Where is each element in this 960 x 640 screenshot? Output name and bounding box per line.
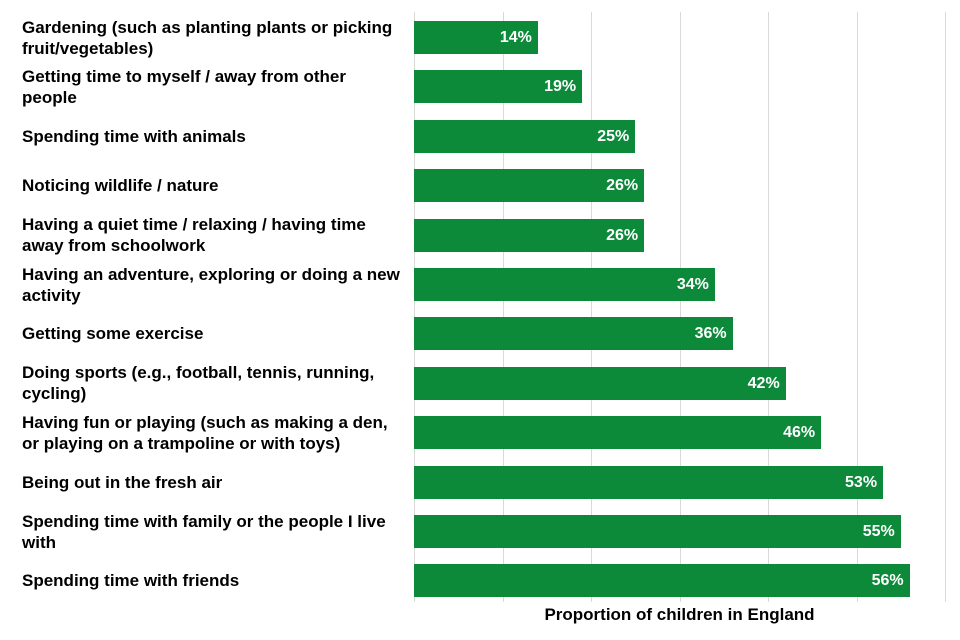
bar: 42%: [414, 366, 786, 400]
bar: 46%: [414, 416, 822, 450]
gridline: [679, 12, 681, 602]
bar: 14%: [414, 21, 538, 54]
category-label: Gardening (such as planting plants or pi…: [22, 17, 393, 58]
category-label: Having an adventure, exploring or doing …: [22, 264, 400, 305]
bar: 34%: [414, 268, 715, 301]
bar-value-label: 19%: [544, 78, 577, 96]
bar-value-label: 53%: [845, 473, 878, 491]
bar-value-label: 56%: [871, 572, 904, 590]
bar: 26%: [414, 169, 645, 203]
bar-value-label: 26%: [606, 226, 639, 244]
bar-value-label: 34%: [676, 276, 709, 293]
category-label: Getting some exercise: [22, 324, 204, 344]
bar-value-label: 46%: [783, 424, 816, 442]
bar: 19%: [414, 70, 583, 104]
gridline: [591, 12, 592, 602]
category-label: Having fun or playing (such as making a …: [22, 412, 388, 453]
category-label: Noticing wildlife / nature: [22, 176, 219, 196]
bar: 25%: [414, 119, 636, 153]
gridline: [768, 12, 769, 602]
category-label: Getting time to myself / away from other…: [22, 66, 347, 107]
category-label: Spending time with friends: [22, 571, 240, 591]
bar: 36%: [414, 317, 733, 351]
bar-value-label: 55%: [862, 523, 895, 540]
gridline: [414, 12, 415, 602]
bar: 26%: [414, 218, 645, 252]
bar-value-label: 14%: [499, 29, 532, 46]
bar: 56%: [414, 564, 910, 598]
category-label: Doing sports (e.g., football, tennis, ru…: [22, 363, 375, 404]
bar: 53%: [414, 465, 884, 499]
gridline: [502, 12, 504, 602]
bar-value-label: 25%: [597, 127, 630, 145]
x-axis-label: Proportion of children in England: [544, 605, 815, 624]
bar: 55%: [414, 515, 901, 548]
category-label: Spending time with family or the people …: [22, 511, 386, 552]
category-label: Spending time with animals: [22, 126, 246, 146]
bar-value-label: 36%: [694, 325, 727, 343]
bar-value-label: 26%: [606, 177, 639, 195]
gridline: [945, 12, 946, 602]
category-label: Being out in the fresh air: [22, 472, 223, 492]
gridline: [856, 12, 858, 602]
category-label: Having a quiet time / relaxing / having …: [22, 215, 366, 256]
bar-value-label: 42%: [747, 374, 780, 392]
